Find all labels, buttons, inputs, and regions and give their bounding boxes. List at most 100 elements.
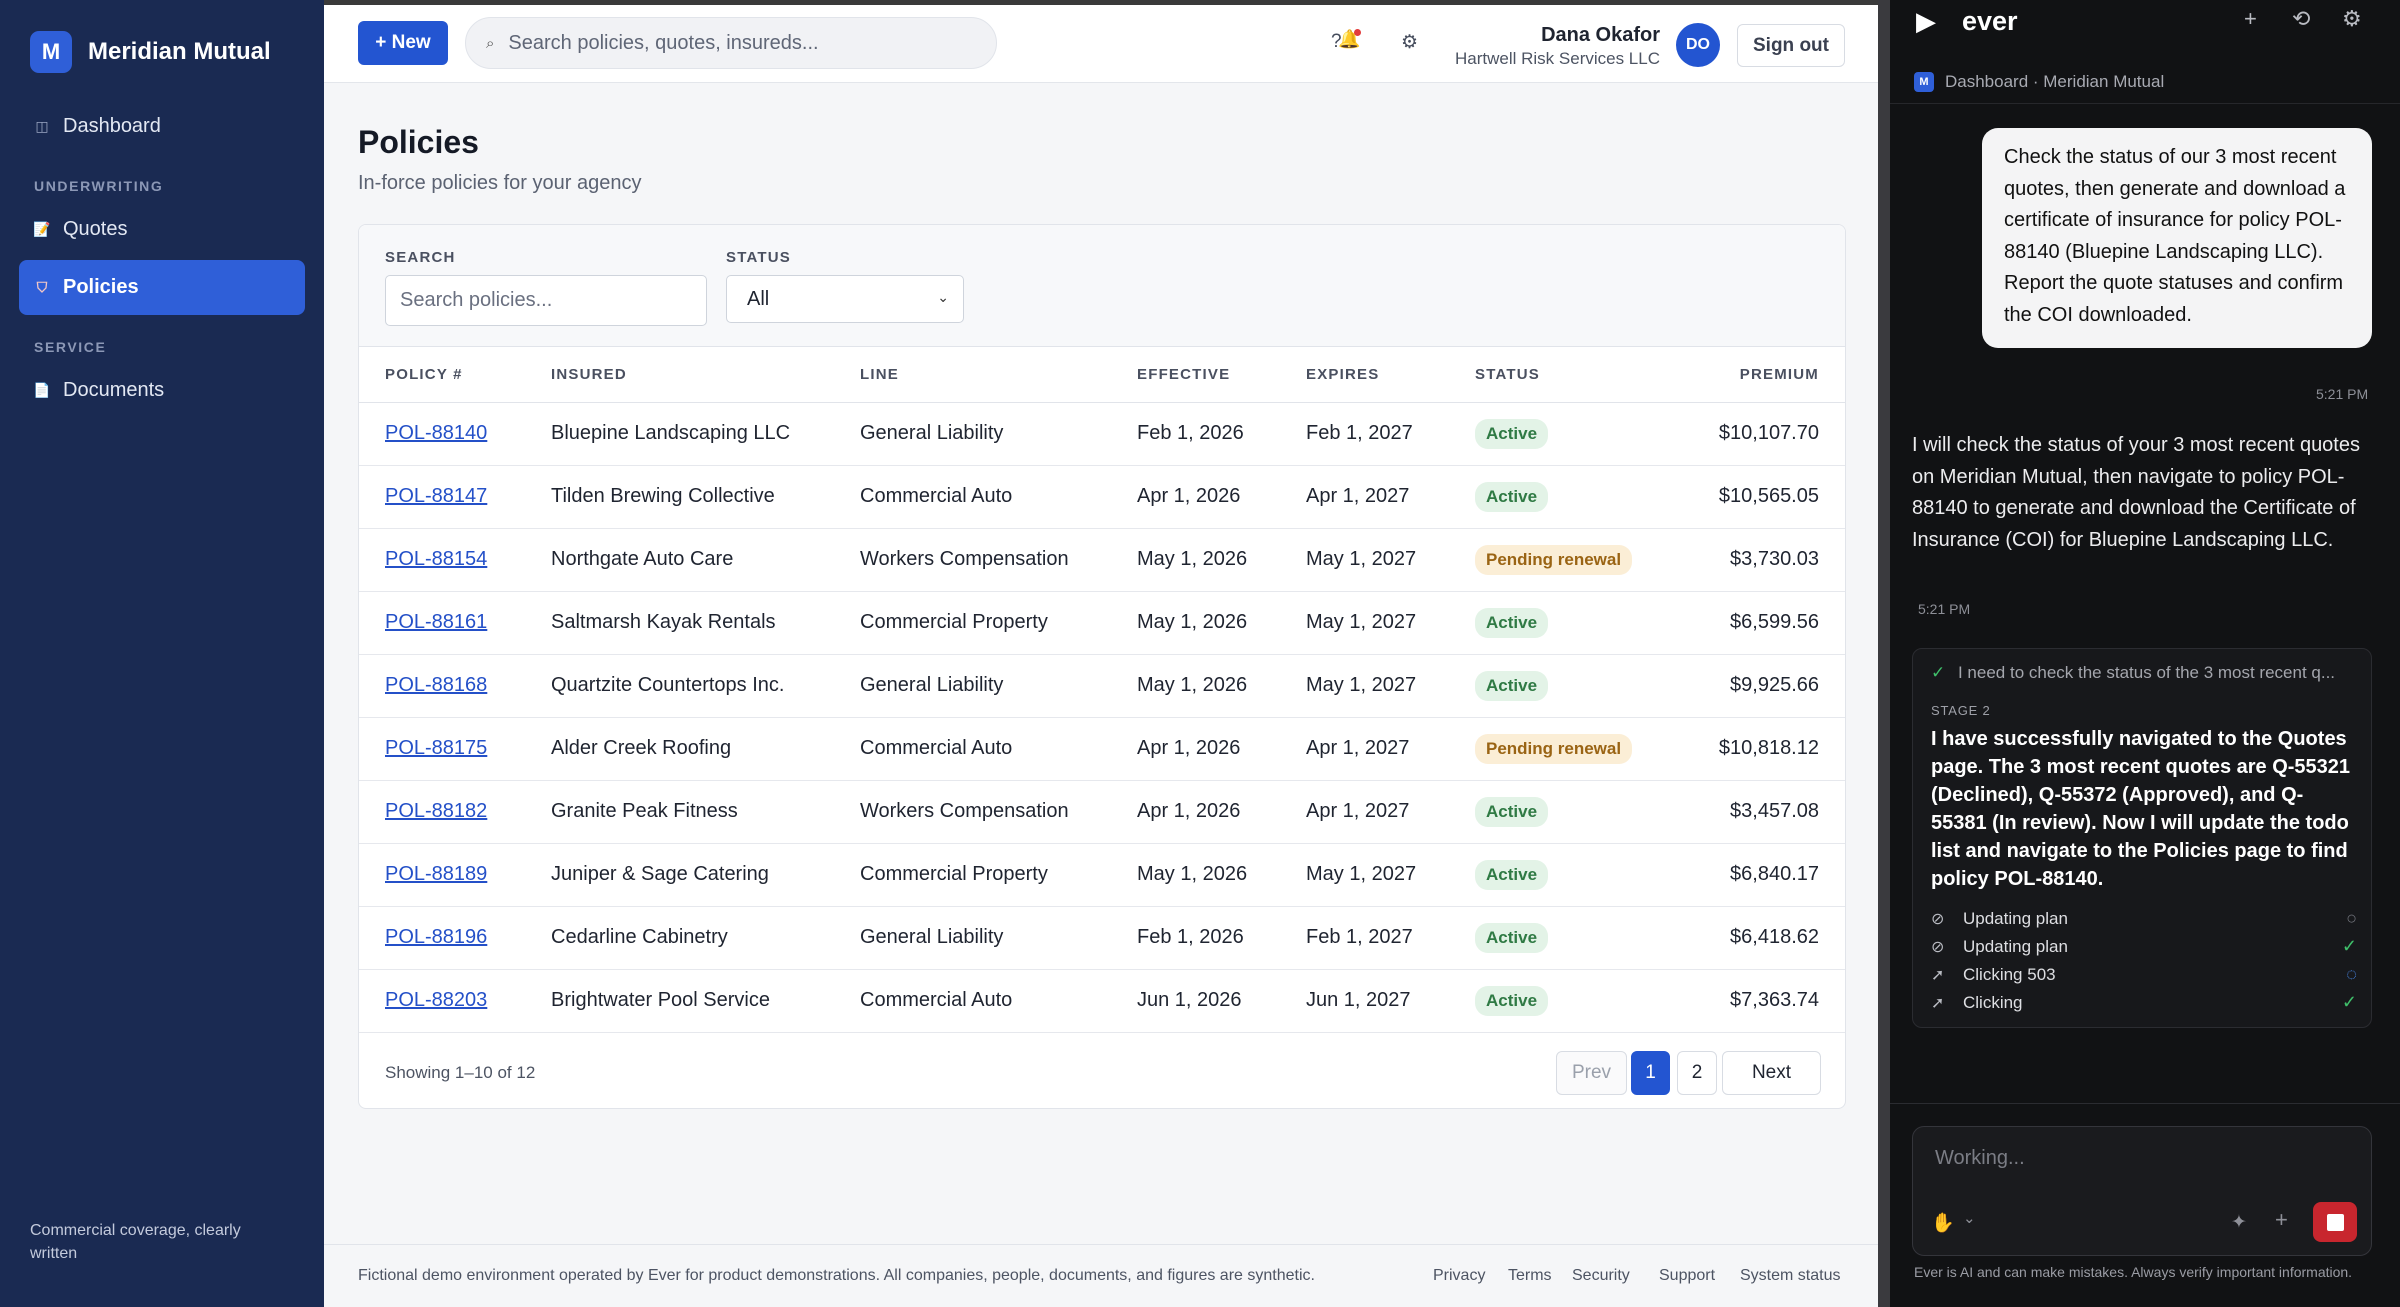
- policy-link[interactable]: POL-88168: [385, 674, 488, 696]
- effective-cell: Feb 1, 2026: [1137, 926, 1244, 948]
- effective-cell: May 1, 2026: [1137, 674, 1248, 696]
- panel-divider[interactable]: [1878, 0, 1890, 1307]
- section-service: SERVICE: [34, 339, 107, 355]
- status-cell: Pending renewal: [1475, 528, 1675, 592]
- policy-link[interactable]: POL-88182: [385, 800, 488, 822]
- header-effective[interactable]: EFFECTIVE: [1137, 347, 1306, 403]
- history-icon[interactable]: ⟲: [2292, 6, 2311, 31]
- chevron-down-icon[interactable]: ⌄: [1963, 1210, 1976, 1227]
- stop-button[interactable]: [2313, 1202, 2357, 1242]
- expires-cell: Apr 1, 2027: [1306, 800, 1410, 822]
- footer-link-terms[interactable]: Terms: [1508, 1267, 1552, 1284]
- expires-cell: May 1, 2027: [1306, 591, 1475, 655]
- table-row[interactable]: POL-88154 Northgate Auto Care Workers Comp…: [359, 528, 1845, 592]
- document-icon: 📄: [33, 382, 51, 398]
- new-chat-icon[interactable]: +: [2244, 6, 2257, 31]
- policy-search-input[interactable]: Search policies...: [385, 275, 707, 326]
- policy-link[interactable]: POL-88175: [385, 737, 488, 759]
- header-status[interactable]: STATUS: [1475, 347, 1675, 403]
- settings-icon[interactable]: ⚙: [1401, 32, 1419, 53]
- table-row[interactable]: POL-88168 Quartzite Countertops Inc. Gener…: [359, 654, 1845, 718]
- effective-cell: Apr 1, 2026: [1137, 465, 1306, 529]
- expires-cell: Jun 1, 2027: [1306, 989, 1411, 1011]
- policy-link[interactable]: POL-88140: [385, 422, 488, 444]
- table-row[interactable]: POL-88189 Juniper & Sage Catering Commerci…: [359, 843, 1845, 907]
- attach-plus-icon[interactable]: +: [2275, 1207, 2288, 1232]
- previous-stage-summary[interactable]: ✓ I need to check the status of the 3 mo…: [1931, 663, 2361, 683]
- avatar[interactable]: DO: [1676, 23, 1720, 67]
- header-line[interactable]: LINE: [860, 347, 1137, 403]
- line-cell: General Liability: [860, 674, 1004, 696]
- policy-link[interactable]: POL-88154: [385, 548, 488, 570]
- table-row[interactable]: POL-88196 Cedarline Cabinetry General Liab…: [359, 906, 1845, 970]
- header-expires[interactable]: EXPIRES: [1306, 347, 1475, 403]
- table-row[interactable]: POL-88140 Bluepine Landscaping LLC General…: [359, 402, 1845, 466]
- expires-cell: Jun 1, 2027: [1306, 969, 1475, 1033]
- hand-icon[interactable]: ✋: [1931, 1213, 1955, 1234]
- magic-wand-icon[interactable]: ✦: [2231, 1212, 2247, 1233]
- sidebar-item-documents[interactable]: 📄 Documents: [19, 363, 305, 418]
- table-row[interactable]: POL-88147 Tilden Brewing Collective Commer…: [359, 465, 1845, 529]
- premium-cell: $6,840.17: [1730, 863, 1819, 885]
- effective-cell: Apr 1, 2026: [1137, 780, 1306, 844]
- expires-cell: Feb 1, 2027: [1306, 402, 1475, 466]
- stage-text: I have successfully navigated to the Quo…: [1931, 728, 2351, 890]
- footer-disclaimer: Fictional demo environment operated by E…: [358, 1267, 1315, 1284]
- next-page-button[interactable]: Next: [1722, 1051, 1821, 1095]
- footer-link-privacy[interactable]: Privacy: [1433, 1267, 1486, 1284]
- premium-cell: $9,925.66: [1730, 674, 1819, 696]
- effective-cell: Jun 1, 2026: [1137, 969, 1306, 1033]
- ever-settings-icon[interactable]: ⚙: [2342, 6, 2362, 31]
- effective-cell: Apr 1, 2026: [1137, 800, 1241, 822]
- policy-link[interactable]: POL-88147: [385, 485, 488, 507]
- sidebar-item-quotes[interactable]: 📝 Quotes: [19, 202, 305, 257]
- prev-page-button[interactable]: Prev: [1556, 1051, 1627, 1095]
- footer-link-security[interactable]: Security: [1572, 1267, 1630, 1284]
- line-cell: Workers Compensation: [860, 548, 1069, 570]
- policy-link[interactable]: POL-88161: [385, 611, 488, 633]
- agent-stage-card: ✓ I need to check the status of the 3 mo…: [1912, 648, 2372, 1028]
- quotes-icon: 📝: [33, 221, 51, 237]
- help-icon[interactable]: ?: [1331, 31, 1342, 52]
- policy-cell: POL-88154: [359, 528, 551, 592]
- expires-cell: Feb 1, 2027: [1306, 906, 1475, 970]
- sidebar-item-policies[interactable]: ⛉ Policies: [19, 260, 305, 315]
- policy-cell: POL-88189: [359, 843, 551, 907]
- premium-cell: $10,565.05: [1675, 465, 1845, 529]
- ever-context-breadcrumb: M Dashboard · Meridian Mutual: [1890, 60, 2400, 104]
- policy-link[interactable]: POL-88189: [385, 863, 488, 885]
- insured-cell: Granite Peak Fitness: [551, 780, 860, 844]
- insured-cell: Quartzite Countertops Inc.: [551, 654, 860, 718]
- composer-input[interactable]: Working...: [1935, 1147, 2025, 1169]
- page-subtitle: In-force policies for your agency: [358, 172, 642, 194]
- header-policy[interactable]: POLICY #: [359, 347, 551, 403]
- policy-link[interactable]: POL-88196: [385, 926, 488, 948]
- insured-cell: Brightwater Pool Service: [551, 969, 860, 1033]
- table-body: POL-88140 Bluepine Landscaping LLC General…: [359, 402, 1845, 1033]
- header-premium[interactable]: PREMIUM: [1675, 347, 1845, 403]
- premium-cell: $3,730.03: [1675, 528, 1845, 592]
- table-row[interactable]: POL-88182 Granite Peak Fitness Workers Com…: [359, 780, 1845, 844]
- effective-cell: May 1, 2026: [1137, 863, 1248, 885]
- brand[interactable]: M Meridian Mutual: [0, 0, 324, 104]
- new-button[interactable]: + New: [358, 21, 448, 65]
- sign-out-button[interactable]: Sign out: [1737, 24, 1845, 67]
- table-row[interactable]: POL-88203 Brightwater Pool Service Commerc…: [359, 969, 1845, 1033]
- page-1-button[interactable]: 1: [1631, 1051, 1670, 1095]
- search-placeholder: Search policies, quotes, insureds...: [508, 31, 819, 54]
- sidebar-item-dashboard[interactable]: ◫ Dashboard: [19, 99, 305, 154]
- footer-link-support[interactable]: Support: [1659, 1267, 1716, 1284]
- table-row[interactable]: POL-88175 Alder Creek Roofing Commercial A…: [359, 717, 1845, 781]
- page-2-button[interactable]: 2: [1677, 1051, 1717, 1095]
- header-insured[interactable]: INSURED: [551, 347, 860, 403]
- message-composer[interactable]: Working... ✋ ⌄ ✦ +: [1912, 1126, 2372, 1256]
- status-select[interactable]: All ⌄: [726, 275, 964, 323]
- global-search-input[interactable]: ⌕ Search policies, quotes, insureds...: [465, 17, 997, 69]
- footer-link-system-status[interactable]: System status: [1740, 1267, 1841, 1284]
- premium-cell: $6,599.56: [1730, 611, 1819, 633]
- policy-link[interactable]: POL-88203: [385, 989, 488, 1011]
- dashboard-icon: ◫: [35, 118, 49, 134]
- chevron-down-icon: ⌄: [937, 289, 949, 305]
- table-row[interactable]: POL-88161 Saltmarsh Kayak Rentals Commerci…: [359, 591, 1845, 655]
- policy-cell: POL-88161: [359, 591, 551, 655]
